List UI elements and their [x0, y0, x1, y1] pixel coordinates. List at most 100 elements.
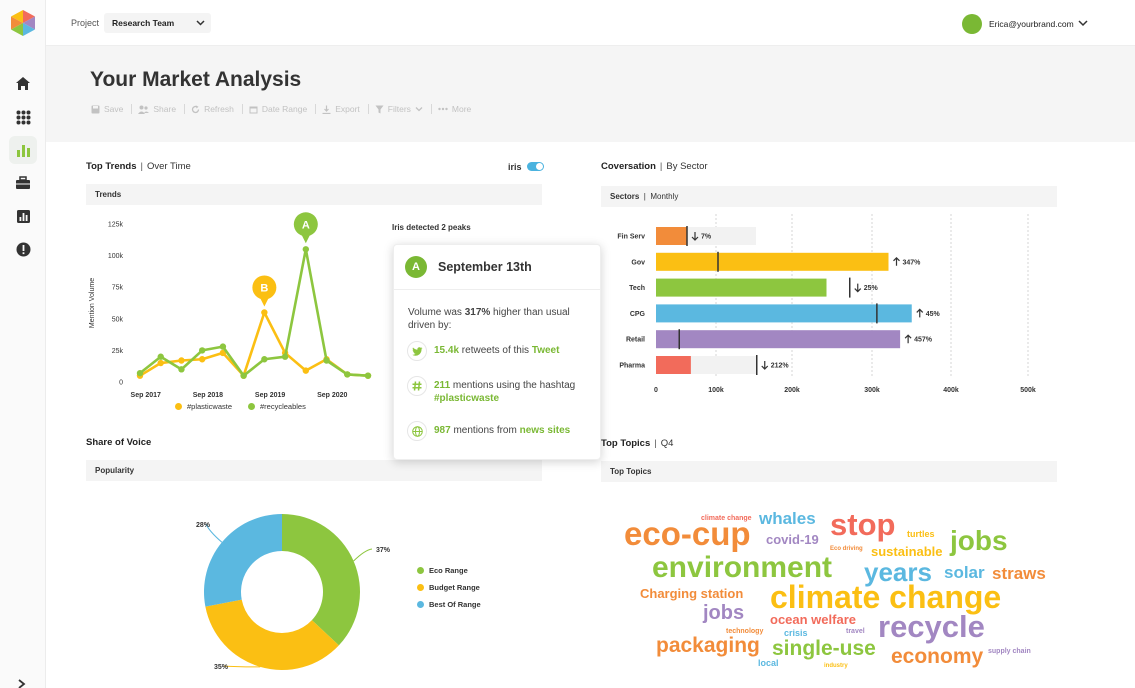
- legend-label: Best Of Range: [429, 600, 481, 609]
- trends-subbar: Trends: [86, 184, 542, 205]
- user-menu-chevron-icon[interactable]: [1078, 18, 1088, 28]
- word-cloud-term[interactable]: whales: [759, 509, 816, 528]
- bar-change-label: 45%: [926, 311, 941, 318]
- conversation-card-title: Coversation | By Sector: [601, 161, 708, 172]
- avatar[interactable]: [962, 14, 982, 34]
- data-point: [136, 369, 144, 377]
- nav-briefcase[interactable]: [9, 169, 37, 197]
- popularity-subbar: Popularity: [86, 460, 542, 481]
- word-cloud-term[interactable]: industry: [824, 663, 848, 669]
- word-cloud-term[interactable]: eco-cup: [624, 515, 751, 552]
- popup-divider: [394, 289, 600, 290]
- more-button[interactable]: More: [438, 104, 477, 114]
- legend-swatch: [248, 403, 255, 410]
- x-tick-label: Sep 2020: [317, 392, 347, 399]
- save-button[interactable]: Save: [91, 104, 129, 114]
- word-cloud-term[interactable]: environment: [652, 551, 833, 584]
- sidebar: [0, 0, 46, 688]
- nav-reports[interactable]: [9, 202, 37, 230]
- brand-logo[interactable]: [10, 9, 36, 37]
- word-cloud-term[interactable]: packaging: [656, 634, 760, 657]
- hashtag-link[interactable]: #plasticwaste: [434, 393, 500, 404]
- trends-subbar-label: Trends: [95, 190, 122, 199]
- word-cloud-term[interactable]: years: [864, 557, 932, 587]
- news-sites-link[interactable]: news sites: [519, 425, 571, 436]
- word-cloud-term[interactable]: jobs: [950, 525, 1008, 556]
- legend-swatch: [417, 601, 424, 608]
- briefcase-icon: [16, 176, 30, 189]
- x-tick-label: Sep 2018: [193, 392, 223, 399]
- data-point: [157, 359, 164, 367]
- project-select[interactable]: Research Team: [104, 13, 211, 33]
- more-label: More: [451, 104, 472, 114]
- word-cloud-term[interactable]: straws: [992, 564, 1046, 583]
- data-point: [302, 367, 310, 374]
- donut-slice: [282, 514, 360, 646]
- share-button[interactable]: Share: [138, 104, 182, 114]
- nav-analytics[interactable]: [9, 136, 37, 164]
- bar: [656, 356, 691, 374]
- word-cloud-term[interactable]: crisis: [784, 628, 808, 638]
- word-cloud-term[interactable]: single-use: [772, 637, 876, 660]
- word-cloud-term[interactable]: solar: [944, 563, 985, 582]
- retweet-count: 15.4k: [434, 345, 460, 356]
- bar-change-label: 457%: [914, 337, 933, 344]
- word-cloud-term[interactable]: supply chain: [988, 648, 1031, 655]
- user-email[interactable]: Erica@yourbrand.com: [989, 19, 1074, 29]
- toolbar-divider: [430, 104, 432, 114]
- data-point: [178, 366, 185, 373]
- word-cloud-term[interactable]: turtles: [907, 529, 935, 539]
- toolbar-divider: [367, 104, 369, 114]
- topics-subbar: Top Topics: [601, 461, 1057, 482]
- trends-subtitle: Over Time: [146, 161, 191, 172]
- chevron-down-icon: [415, 107, 423, 112]
- expand-chevron-icon[interactable]: [17, 679, 27, 688]
- word-cloud-term[interactable]: jobs: [703, 602, 745, 624]
- word-cloud-term[interactable]: local: [758, 658, 779, 668]
- word-cloud-term[interactable]: technology: [726, 628, 764, 635]
- data-point: [198, 347, 206, 354]
- data-point: [261, 309, 268, 316]
- bar-category-label: Pharma: [619, 363, 645, 370]
- topbar: Project Research Team Erica@yourbrand.co…: [46, 0, 1135, 46]
- word-cloud-term[interactable]: economy: [891, 645, 984, 668]
- nav-apps[interactable]: [9, 103, 37, 131]
- iris-toggle[interactable]: [527, 162, 544, 171]
- word-cloud-term[interactable]: Eco driving: [830, 546, 863, 552]
- word-cloud-term[interactable]: Charging station: [640, 586, 744, 601]
- word-cloud-term[interactable]: covid-19: [766, 532, 819, 547]
- word-cloud-term[interactable]: travel: [846, 628, 865, 635]
- tweet-link[interactable]: Tweet: [531, 345, 560, 356]
- arrow-up-icon: [893, 256, 900, 266]
- data-point: [178, 357, 185, 364]
- word-cloud-term[interactable]: climate change: [770, 579, 1002, 615]
- word-cloud-term[interactable]: stop: [830, 507, 896, 542]
- refresh-label: Refresh: [204, 104, 234, 114]
- word-cloud-term[interactable]: climate change: [701, 515, 752, 522]
- arrow-down-icon: [854, 283, 862, 293]
- bar-category-label: Retail: [626, 337, 645, 344]
- y-tick-label: 50k: [112, 316, 124, 323]
- toggle-knob: [536, 163, 543, 170]
- desc-percent: 317%: [464, 307, 491, 318]
- iris-label: iris: [508, 162, 522, 172]
- calendar-icon: [249, 106, 258, 113]
- data-point: [240, 372, 247, 379]
- peak-marker-label: B: [260, 282, 268, 294]
- legend-label: #recycleables: [260, 402, 306, 411]
- bar-change-label: 25%: [864, 285, 879, 292]
- sectors-subbar-period: Monthly: [650, 192, 679, 201]
- refresh-button[interactable]: Refresh: [191, 104, 240, 114]
- word-cloud-term[interactable]: sustainable: [871, 544, 943, 559]
- donut-percent-label: 37%: [376, 547, 391, 554]
- date-range-button[interactable]: Date Range: [249, 104, 313, 114]
- word-cloud-term[interactable]: ocean welfare: [770, 612, 856, 627]
- filters-button[interactable]: Filters: [375, 104, 429, 114]
- x-tick-label: 100k: [708, 387, 724, 394]
- export-button[interactable]: Export: [322, 104, 366, 114]
- nav-alerts[interactable]: [9, 235, 37, 263]
- desc-text: higher than usual driven by:: [408, 307, 570, 331]
- nav-home[interactable]: [9, 69, 37, 97]
- hashtag-count: 211: [434, 380, 451, 391]
- word-cloud-term[interactable]: recycle: [878, 609, 985, 644]
